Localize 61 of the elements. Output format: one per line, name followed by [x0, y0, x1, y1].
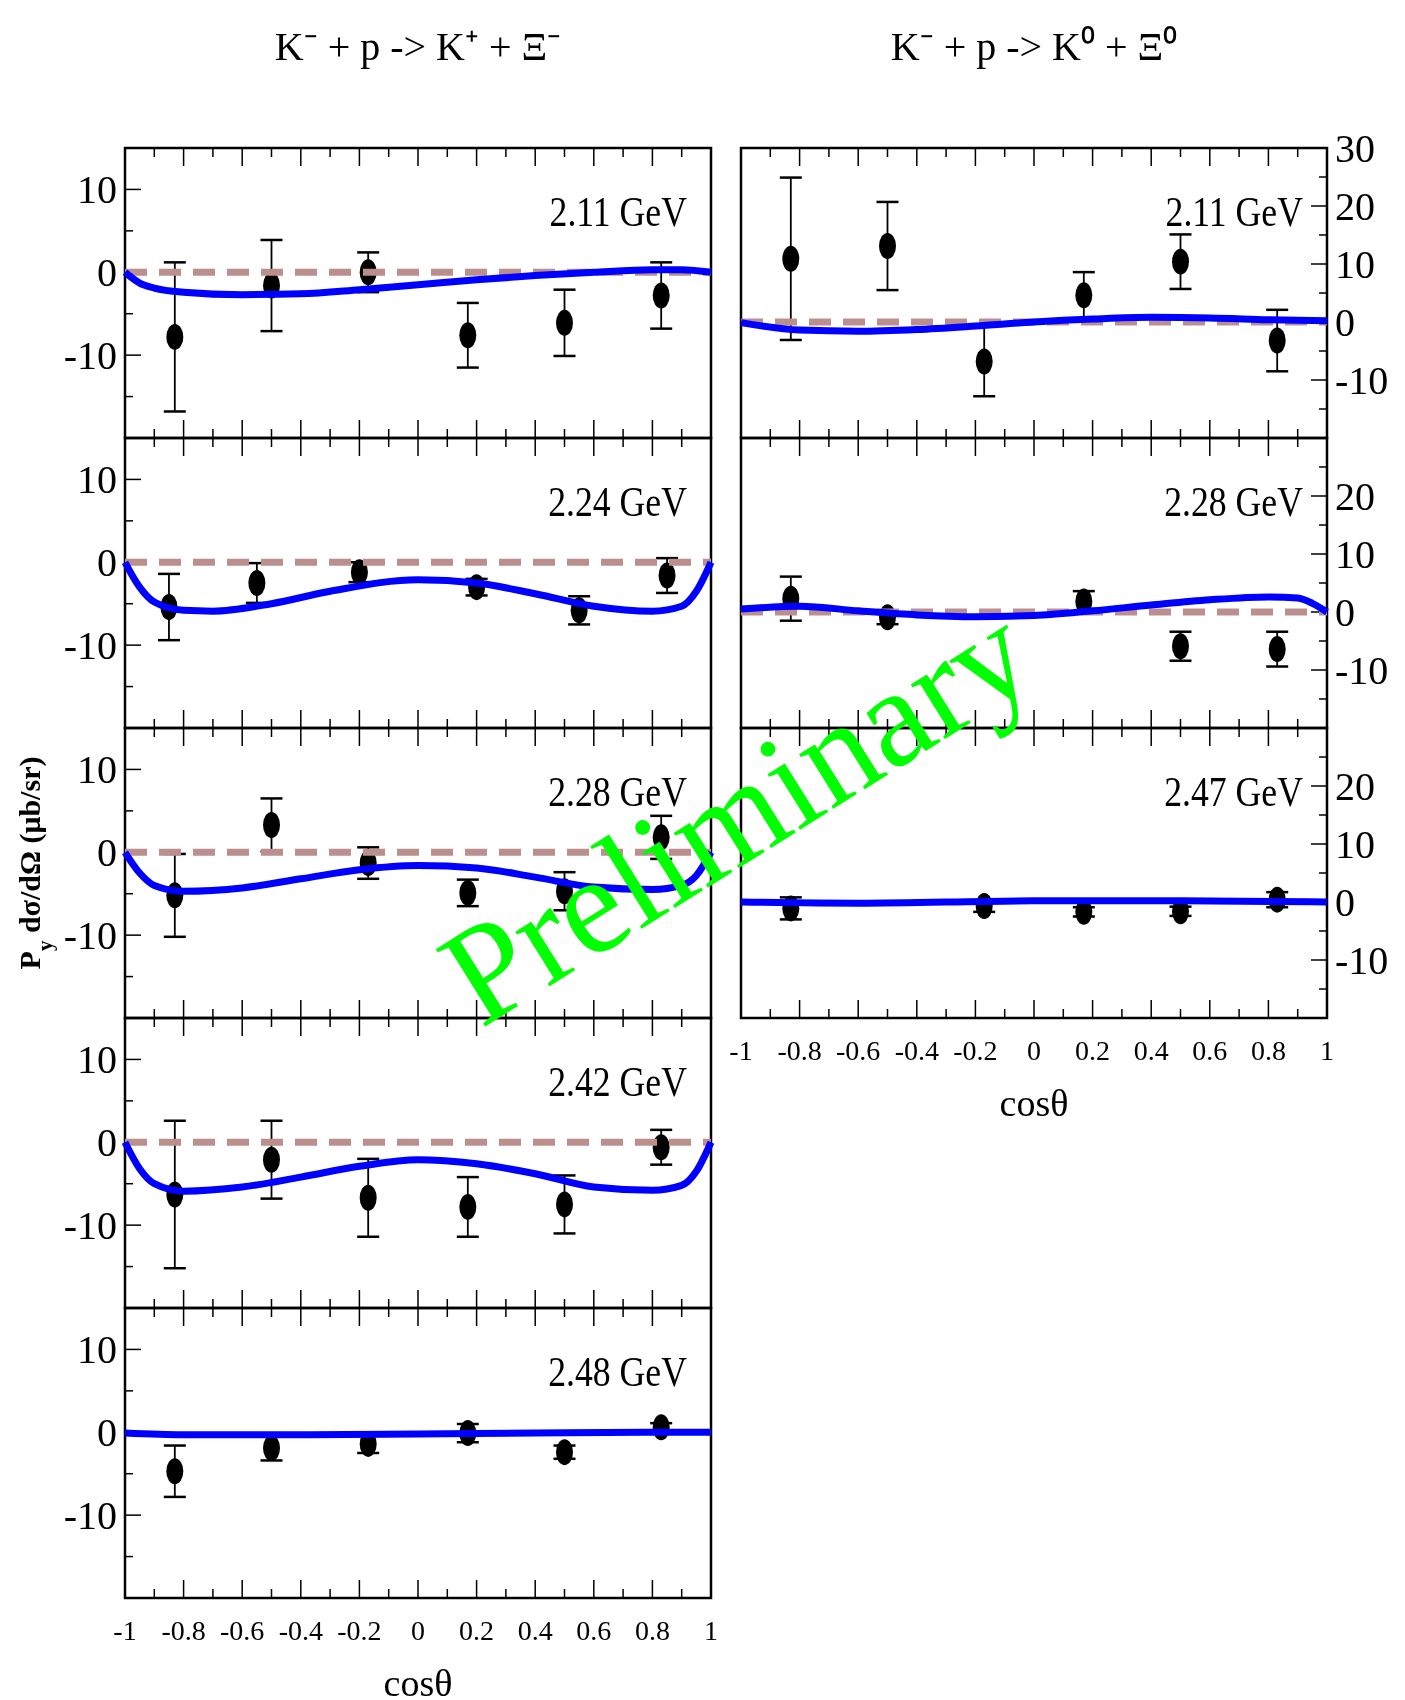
y2-tick-label: 0: [1335, 880, 1355, 925]
y2-tick-label: -10: [1335, 938, 1389, 983]
y-tick-label: 10: [77, 747, 117, 793]
x-tick-label: -1: [729, 1035, 753, 1066]
y-tick-label: -10: [63, 1493, 117, 1539]
annotation: 2.28 GeV: [1164, 478, 1303, 525]
y2-tick-label: 10: [1335, 532, 1375, 577]
y-tick-label: -10: [63, 913, 117, 959]
y2-tick-label: 20: [1335, 764, 1375, 809]
y2-tick-label: 30: [1335, 126, 1375, 171]
x-axis-title: cosθ: [999, 1082, 1069, 1124]
y-tick-label: 0: [97, 540, 117, 586]
y2-tick-label: 20: [1335, 184, 1375, 229]
x-tick-label: 0.8: [1250, 1035, 1286, 1066]
x-tick-label: 0.8: [634, 1615, 670, 1646]
y-tick-label: 0: [97, 250, 117, 296]
y2-tick-label: 20: [1335, 474, 1375, 519]
x-tick-label: -0.4: [894, 1035, 939, 1066]
x-tick-label: 0.6: [1192, 1035, 1228, 1066]
x-tick-label: -0.2: [337, 1615, 382, 1646]
x-axis-title: cosθ: [383, 1662, 453, 1700]
annotation: 2.11 GeV: [1165, 188, 1303, 235]
x-tick-label: -0.2: [953, 1035, 998, 1066]
x-tick-label: -0.4: [278, 1615, 323, 1646]
y-tick-label: 10: [77, 1037, 117, 1083]
y-tick-label: -10: [63, 623, 117, 669]
annotation: 2.24 GeV: [548, 478, 687, 525]
x-tick-label: 0.2: [1075, 1035, 1111, 1066]
annotation: 2.48 GeV: [548, 1348, 687, 1395]
x-tick-label: 0.2: [459, 1615, 495, 1646]
x-tick-label: 0: [1027, 1035, 1041, 1066]
y-tick-label: 10: [77, 1327, 117, 1373]
chart-title: K⁻ + p -> K⁺ + Ξ⁻: [274, 24, 562, 69]
y2-tick-label: -10: [1335, 648, 1389, 693]
y-tick-label: 0: [97, 1410, 117, 1456]
x-tick-label: 0: [411, 1615, 425, 1646]
x-tick-label: -0.6: [836, 1035, 881, 1066]
x-tick-label: 1: [704, 1615, 718, 1646]
y-tick-label: -10: [63, 1203, 117, 1249]
y2-tick-label: -10: [1335, 358, 1389, 403]
x-tick-label: -1: [113, 1615, 137, 1646]
y-tick-label: -10: [63, 333, 117, 379]
y2-tick-label: 0: [1335, 590, 1355, 635]
annotation: 2.47 GeV: [1164, 768, 1303, 815]
x-tick-label: -0.6: [220, 1615, 265, 1646]
annotation: 2.42 GeV: [548, 1058, 687, 1105]
y2-tick-label: 0: [1335, 300, 1355, 345]
x-tick-label: -0.8: [161, 1615, 206, 1646]
x-tick-label: 0.4: [517, 1615, 553, 1646]
x-tick-label: 0.6: [576, 1615, 612, 1646]
x-tick-label: 1: [1320, 1035, 1334, 1066]
y-tick-label: 0: [97, 1120, 117, 1166]
y-tick-label: 10: [77, 457, 117, 503]
x-tick-label: 0.4: [1133, 1035, 1169, 1066]
y2-tick-label: 10: [1335, 242, 1375, 287]
y2-tick-label: 10: [1335, 822, 1375, 867]
x-tick-label: -0.8: [777, 1035, 822, 1066]
chart-title: K⁻ + p -> K⁰ + Ξ⁰: [890, 24, 1178, 69]
y-tick-label: 10: [77, 167, 117, 213]
annotation: 2.11 GeV: [549, 188, 687, 235]
y-tick-label: 0: [97, 830, 117, 876]
